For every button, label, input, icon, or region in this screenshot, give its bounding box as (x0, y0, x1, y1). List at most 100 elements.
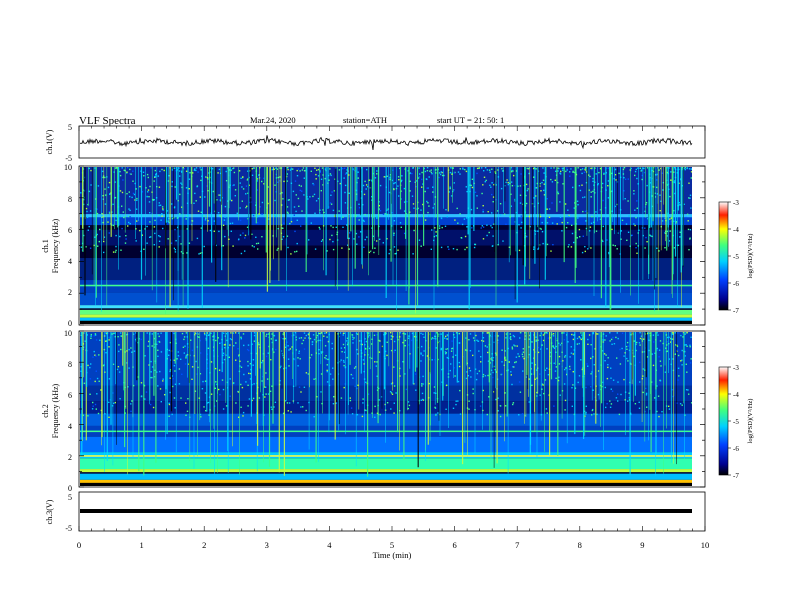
ch2-spec-cell (408, 344, 410, 346)
ch2-spec-cell (287, 410, 289, 412)
ch2-spec-cell (664, 371, 667, 373)
ch1-spec-cell (444, 225, 447, 227)
ch2-spec-cell (332, 378, 334, 380)
ch1-spec-cell (577, 204, 579, 206)
ch1-spec-cell (363, 246, 365, 248)
ch2-spec-cell (247, 384, 249, 386)
ch2-spec-cell (571, 333, 573, 336)
ch1-spec-ytick-0: 0 (68, 319, 72, 328)
ch2-spec-cell (680, 360, 682, 362)
ch1-spec-cell (132, 192, 135, 195)
ch2-spec-cell (324, 345, 327, 347)
ch1-spec-cell (559, 216, 562, 218)
ch1-spec-cell (320, 240, 323, 242)
ch1-spec-cell (328, 179, 330, 181)
ch2-spec-cell (241, 386, 244, 389)
ch1-spec-cell (541, 181, 543, 184)
ch1-spec-cell (573, 241, 575, 244)
ch2-spec-cell (191, 378, 193, 380)
ch2-spec-cell (253, 332, 256, 334)
ch2-spec-cell (547, 337, 550, 339)
ch1-spec-cell (614, 205, 616, 208)
ch2-spec-cell (569, 365, 571, 368)
ch2-spec-cell (546, 348, 548, 350)
ch2-spec-cell (261, 361, 263, 364)
ch2-spec-cell (625, 345, 628, 348)
ch1-spec-cell (246, 226, 249, 228)
ch2-spec-ytick-8: 8 (68, 360, 72, 369)
ch1-spec-cell (366, 168, 368, 171)
ch2-spec-cell (311, 343, 314, 346)
ch1-spec-cell (487, 211, 489, 213)
time-axis-tick-label: 6 (452, 540, 456, 550)
ch1-spec-cell (688, 168, 691, 170)
ch2-spec-cell (609, 340, 611, 342)
ch1-colorbar-tick-m5: -5 (733, 253, 739, 261)
ch2-spec-cell (677, 354, 680, 357)
ch2-spec-cell (154, 369, 156, 371)
ch2-spec-cell (248, 398, 251, 400)
ch2-spec-cell (560, 360, 562, 363)
ch2-spec-cell (320, 352, 322, 354)
ch1-spec-cell (317, 175, 320, 177)
ch2-spec-cell (302, 339, 305, 342)
ch1-spec-cell (129, 209, 131, 212)
ch2-spec-cell (114, 401, 117, 404)
ch1-spec-cell (681, 185, 683, 187)
ch2-spec-cell (90, 333, 92, 336)
ch2-spec-cell (557, 379, 560, 382)
ch2-spec-cell (323, 335, 325, 337)
ch2-spec-cell (181, 332, 184, 335)
ch2-spec-cell (196, 332, 198, 334)
ch2-spec-cell (528, 338, 530, 340)
ch2-spec-cell (140, 382, 143, 384)
ch2-spec-ytick-2: 2 (68, 453, 72, 462)
ch1-spec-cell (689, 237, 691, 239)
ch1-spec-cell (132, 170, 134, 172)
ch2-spec-cell (346, 343, 349, 346)
ch2-spec-cell (173, 359, 175, 361)
ch1-spec-cell (317, 168, 320, 171)
ch1-spec-cell (104, 176, 106, 179)
ch1-spec-cell (675, 221, 678, 223)
ch1-spec-cell (131, 196, 133, 199)
ch1-spec-cell (399, 167, 401, 170)
ch2-spec-cell (601, 338, 604, 341)
ch2-spec-cell (247, 405, 249, 407)
ch2-spec-cell (621, 332, 624, 334)
ch2-spec-cell (351, 374, 354, 376)
ch2-spec-cell (420, 399, 422, 401)
ch1-spec-cell (315, 178, 317, 180)
ch1-spec-cell (427, 215, 430, 217)
ch2-spec-cell (641, 340, 644, 342)
ch1-spec-cell (186, 252, 188, 254)
ch2-spec-cell (484, 345, 487, 347)
ch1-spec-cell (661, 220, 664, 222)
ch2-spec-cell (591, 414, 593, 416)
ch1-waveform-ylabel: ch.1(V) (45, 129, 54, 154)
ch1-spec-cell (115, 216, 118, 218)
ch1-spec-cell (453, 182, 455, 184)
ch1-spec-cell (261, 180, 263, 183)
ch1-spec-cell (393, 188, 395, 190)
ch1-spec-cell (80, 192, 82, 194)
ch1-spec-cell (185, 218, 187, 220)
ch2-spec-cell (430, 338, 433, 340)
ch1-spec-cell (459, 213, 461, 215)
ch1-spec-cell (111, 211, 113, 213)
ch1-spec-cell (565, 226, 568, 229)
ch2-spec-cell (458, 342, 460, 344)
ch2-spec-cell (616, 332, 618, 334)
ch1-spec-cell (157, 175, 159, 177)
ch1-spec-cell (491, 168, 493, 170)
ch2-spec-cell (421, 345, 423, 348)
ch1-spec-cell (287, 246, 289, 249)
ch1-spec-cell (129, 168, 131, 171)
ch1-spec-cell (174, 249, 176, 251)
ch1-spec-cell (146, 225, 148, 228)
ch2-spec-cell (135, 332, 137, 334)
ch2-spec-cell (510, 374, 512, 376)
ch2-spec-cell (609, 400, 611, 402)
ch1-spec-cell (457, 171, 460, 173)
ch1-spec-cell (599, 167, 602, 170)
